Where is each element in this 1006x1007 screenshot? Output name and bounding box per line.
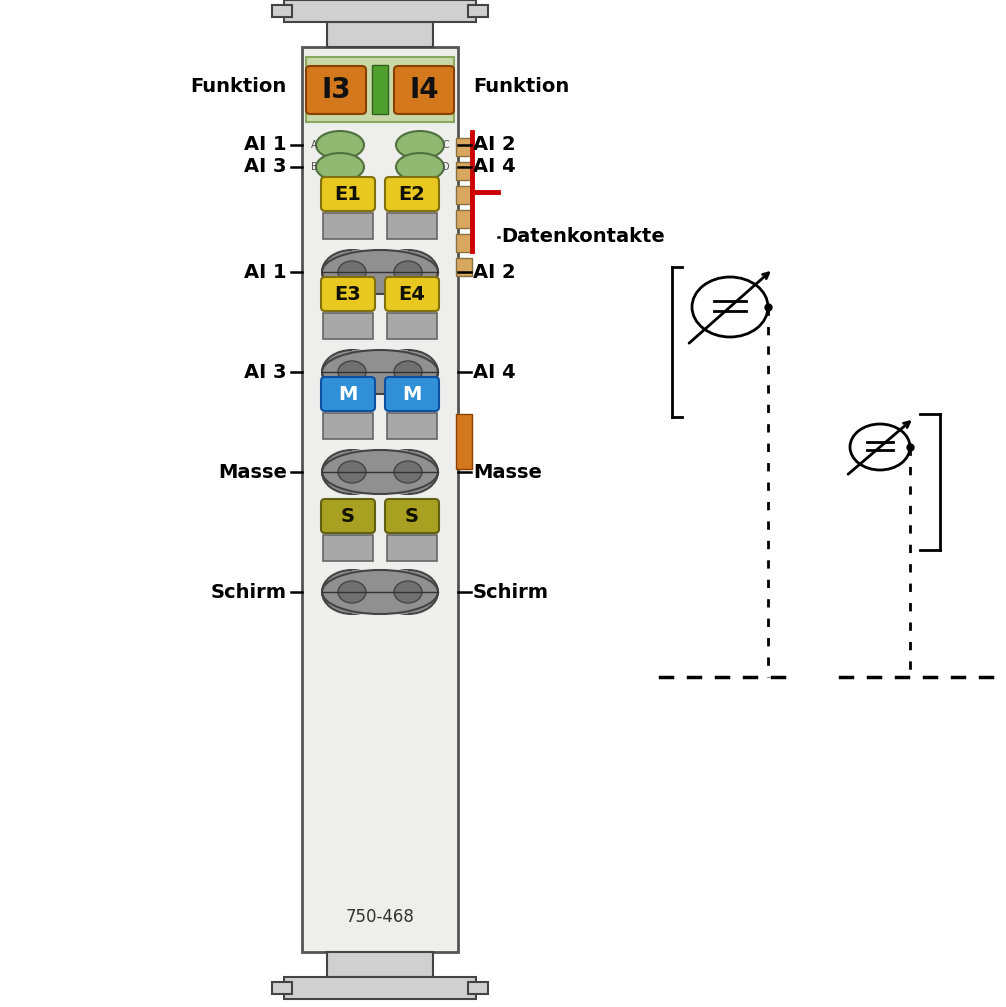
Ellipse shape — [378, 350, 438, 394]
Bar — [327, 22, 433, 47]
Ellipse shape — [338, 261, 366, 283]
Text: AI 1: AI 1 — [244, 263, 287, 282]
Bar — [456, 138, 472, 156]
Text: AI 4: AI 4 — [473, 363, 516, 382]
Ellipse shape — [378, 570, 438, 614]
Ellipse shape — [396, 153, 444, 181]
Text: AI 3: AI 3 — [244, 363, 287, 382]
Text: Datenkontakte: Datenkontakte — [501, 228, 665, 247]
Bar — [323, 213, 373, 239]
Ellipse shape — [322, 570, 382, 614]
Ellipse shape — [394, 581, 422, 603]
FancyBboxPatch shape — [385, 277, 439, 311]
Ellipse shape — [316, 153, 364, 181]
Ellipse shape — [322, 250, 382, 294]
Text: S: S — [405, 507, 420, 526]
Text: C: C — [443, 140, 450, 150]
Text: Masse: Masse — [473, 462, 542, 481]
Text: AI 1: AI 1 — [244, 136, 287, 154]
Text: Schirm: Schirm — [473, 582, 549, 601]
Bar — [302, 47, 458, 952]
Text: E4: E4 — [398, 285, 426, 303]
FancyBboxPatch shape — [321, 277, 375, 311]
Bar — [352, 250, 408, 294]
Text: B: B — [311, 162, 317, 172]
Text: I3: I3 — [321, 76, 351, 104]
Text: S: S — [341, 507, 355, 526]
Bar — [456, 162, 472, 180]
FancyBboxPatch shape — [321, 499, 375, 533]
Text: 750-468: 750-468 — [346, 908, 414, 926]
Ellipse shape — [378, 450, 438, 494]
Bar — [272, 982, 292, 994]
Ellipse shape — [322, 350, 382, 394]
Text: AI 2: AI 2 — [473, 263, 516, 282]
Bar — [456, 414, 472, 469]
FancyBboxPatch shape — [385, 177, 439, 211]
Text: D: D — [443, 162, 450, 172]
Text: M: M — [338, 385, 358, 404]
Text: Funktion: Funktion — [191, 78, 287, 97]
Ellipse shape — [316, 131, 364, 159]
Text: AI 4: AI 4 — [473, 157, 516, 176]
Text: AI 2: AI 2 — [473, 136, 516, 154]
Bar — [456, 210, 472, 228]
Text: E2: E2 — [398, 184, 426, 203]
FancyBboxPatch shape — [321, 377, 375, 411]
Text: Schirm: Schirm — [211, 582, 287, 601]
Ellipse shape — [322, 450, 382, 494]
Bar — [323, 313, 373, 339]
Text: E1: E1 — [335, 184, 361, 203]
Ellipse shape — [394, 461, 422, 483]
Bar — [284, 0, 476, 22]
Text: AI 3: AI 3 — [244, 157, 287, 176]
Ellipse shape — [394, 261, 422, 283]
FancyBboxPatch shape — [321, 177, 375, 211]
Bar — [323, 535, 373, 561]
Bar — [468, 5, 488, 17]
Bar — [372, 65, 388, 114]
FancyBboxPatch shape — [385, 499, 439, 533]
Ellipse shape — [378, 250, 438, 294]
FancyBboxPatch shape — [394, 66, 454, 114]
Text: E3: E3 — [335, 285, 361, 303]
Bar — [327, 952, 433, 977]
Bar — [468, 982, 488, 994]
Text: A: A — [311, 140, 317, 150]
Ellipse shape — [394, 361, 422, 383]
Bar — [387, 535, 437, 561]
Bar — [323, 413, 373, 439]
Bar — [387, 213, 437, 239]
Bar — [284, 977, 476, 999]
Ellipse shape — [850, 424, 910, 470]
Bar — [272, 5, 292, 17]
Bar — [387, 313, 437, 339]
FancyBboxPatch shape — [306, 66, 366, 114]
Ellipse shape — [338, 361, 366, 383]
Bar — [456, 258, 472, 276]
Ellipse shape — [396, 131, 444, 159]
Text: I4: I4 — [409, 76, 439, 104]
Bar — [456, 234, 472, 252]
Bar — [352, 570, 408, 614]
Ellipse shape — [338, 581, 366, 603]
Bar — [352, 350, 408, 394]
Text: M: M — [402, 385, 422, 404]
Bar — [456, 186, 472, 204]
FancyBboxPatch shape — [385, 377, 439, 411]
Bar — [352, 450, 408, 494]
Text: Masse: Masse — [218, 462, 287, 481]
Text: Funktion: Funktion — [473, 78, 569, 97]
Ellipse shape — [338, 461, 366, 483]
Bar — [306, 57, 454, 122]
Bar — [387, 413, 437, 439]
Ellipse shape — [692, 277, 768, 337]
